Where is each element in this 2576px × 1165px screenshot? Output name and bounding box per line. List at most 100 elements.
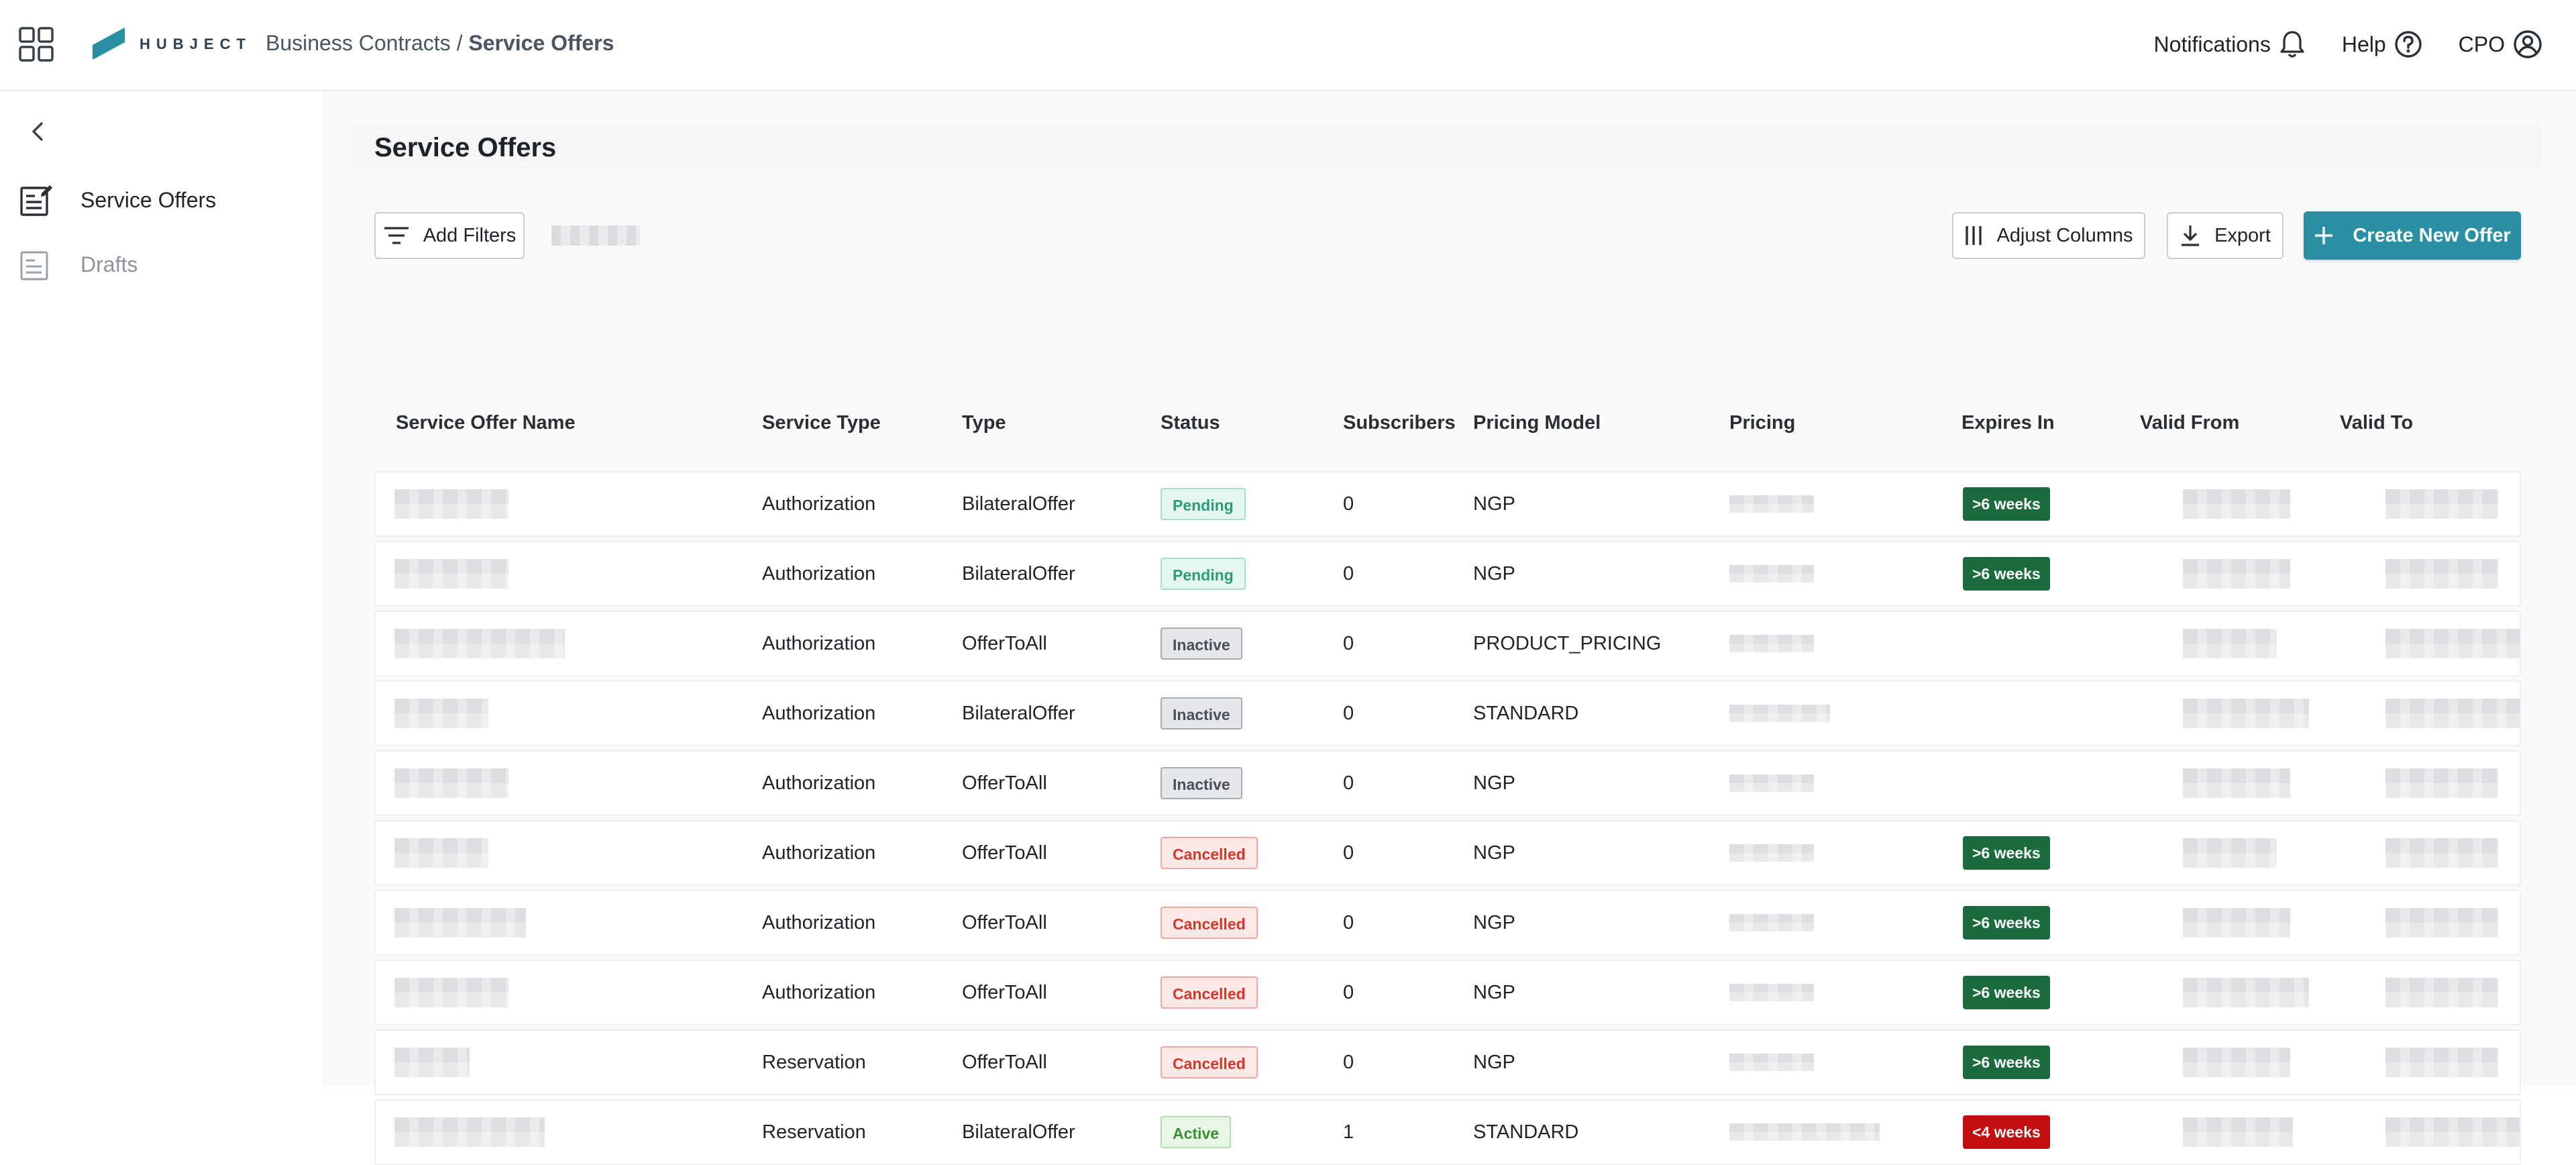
column-header-name[interactable]: Service Offer Name xyxy=(396,412,576,434)
valid-from-cell xyxy=(2183,612,2277,675)
column-header-expires-in[interactable]: Expires In xyxy=(1962,412,2055,434)
column-header-subscribers[interactable]: Subscribers xyxy=(1343,412,1456,434)
table-row[interactable]: Authorization OfferToAll Inactive 0 PRODUCT_… xyxy=(374,611,2521,676)
type-cell: OfferToAll xyxy=(962,772,1047,794)
column-header-valid-from[interactable]: Valid From xyxy=(2140,412,2240,434)
redacted-value xyxy=(1729,914,1814,931)
type-cell: BilateralOffer xyxy=(962,562,1075,585)
table-row[interactable]: Reservation BilateralOffer Active 1 STANDARD… xyxy=(374,1099,2521,1165)
redacted-value xyxy=(2385,978,2498,1007)
apps-grid-icon[interactable] xyxy=(19,27,54,62)
redacted-value xyxy=(2385,1048,2498,1077)
offer-name-cell xyxy=(394,1031,470,1094)
status-badge: Inactive xyxy=(1161,767,1242,799)
brand-name: HUBJECT xyxy=(140,36,252,52)
sidebar-item-drafts[interactable]: Drafts xyxy=(19,244,138,285)
pricing-model-cell: NGP xyxy=(1473,562,1515,585)
user-avatar-icon xyxy=(2514,30,2542,58)
user-menu-button[interactable]: CPO xyxy=(2459,30,2542,59)
collapse-sidebar-button[interactable] xyxy=(24,118,51,145)
column-header-valid-to[interactable]: Valid To xyxy=(2340,412,2414,434)
add-filters-button[interactable]: Add Filters xyxy=(374,212,525,259)
redacted-value xyxy=(2183,629,2277,658)
redacted-value xyxy=(2385,838,2498,868)
service-type-cell: Authorization xyxy=(762,493,876,515)
filter-icon xyxy=(384,227,409,244)
table-row[interactable]: Authorization OfferToAll Cancelled 0 NGP >6 w… xyxy=(374,890,2521,956)
table-row[interactable]: Reservation OfferToAll Cancelled 0 NGP >6 wee… xyxy=(374,1029,2521,1095)
column-header-type[interactable]: Type xyxy=(962,412,1006,434)
status-badge: Cancelled xyxy=(1161,837,1258,869)
redacted-value xyxy=(394,629,565,658)
service-type-cell: Authorization xyxy=(762,702,876,724)
status-cell: Cancelled xyxy=(1161,1031,1258,1094)
export-button[interactable]: Export xyxy=(2167,212,2284,259)
brand-logo[interactable]: HUBJECT xyxy=(93,24,252,64)
pricing-cell xyxy=(1729,472,1814,536)
column-header-pricing-model[interactable]: Pricing Model xyxy=(1473,412,1601,434)
type-cell: OfferToAll xyxy=(962,632,1047,654)
redacted-value xyxy=(1729,565,1814,582)
type-cell: BilateralOffer xyxy=(962,1121,1075,1143)
status-cell: Pending xyxy=(1161,472,1246,536)
type-cell: OfferToAll xyxy=(962,1051,1047,1073)
table-row[interactable]: Authorization BilateralOffer Pending 0 NGP >6… xyxy=(374,471,2521,537)
valid-to-cell xyxy=(2385,961,2498,1024)
user-label: CPO xyxy=(2458,32,2505,56)
service-type-cell: Authorization xyxy=(762,562,876,585)
pricing-model-cell: PRODUCT_PRICING xyxy=(1473,632,1662,654)
table-row[interactable]: Authorization BilateralOffer Inactive 0 STAN… xyxy=(374,680,2521,746)
export-label: Export xyxy=(2214,224,2271,246)
active-filter-chip[interactable] xyxy=(551,225,640,246)
expires-in-cell: >6 weeks xyxy=(1963,1031,2050,1094)
column-header-pricing[interactable]: Pricing xyxy=(1729,412,1796,434)
pricing-cell xyxy=(1729,961,1814,1024)
offer-name-cell xyxy=(394,612,565,675)
valid-from-cell xyxy=(2183,682,2309,745)
pricing-cell xyxy=(1729,612,1814,675)
breadcrumb-separator: / xyxy=(450,31,469,55)
create-new-offer-button[interactable]: Create New Offer xyxy=(2304,211,2521,260)
page-title-bar: Service Offers xyxy=(352,125,2541,170)
table-row[interactable]: Authorization OfferToAll Cancelled 0 NGP >6 w… xyxy=(374,960,2521,1025)
valid-to-cell xyxy=(2385,1101,2520,1164)
service-type-cell: Reservation xyxy=(762,1121,866,1143)
service-type-cell: Reservation xyxy=(762,1051,866,1073)
table-row[interactable]: Authorization BilateralOffer Pending 0 NGP >6… xyxy=(374,541,2521,607)
redacted-value xyxy=(394,489,508,519)
sidebar-item-service-offers[interactable]: Service Offers xyxy=(19,180,216,220)
plus-icon xyxy=(2315,227,2333,244)
redacted-value xyxy=(2183,699,2309,728)
offer-name-cell xyxy=(394,682,488,745)
adjust-columns-label: Adjust Columns xyxy=(1996,224,2133,246)
table-row[interactable]: Authorization OfferToAll Cancelled 0 NGP >6 w… xyxy=(374,820,2521,886)
subscribers-cell: 0 xyxy=(1343,493,1354,515)
status-cell: Cancelled xyxy=(1161,891,1258,954)
redacted-value xyxy=(2385,768,2498,798)
adjust-columns-button[interactable]: Adjust Columns xyxy=(1952,212,2145,259)
notifications-button[interactable]: Notifications xyxy=(2154,30,2306,59)
breadcrumb-parent[interactable]: Business Contracts xyxy=(266,31,451,55)
table-row[interactable]: Authorization OfferToAll Inactive 0 NGP xyxy=(374,750,2521,816)
status-badge: Cancelled xyxy=(1161,976,1258,1009)
pricing-cell xyxy=(1729,1031,1814,1094)
bell-icon xyxy=(2280,31,2304,58)
help-button[interactable]: Help xyxy=(2342,30,2422,58)
service-offers-icon xyxy=(20,185,52,216)
pricing-model-cell: NGP xyxy=(1473,842,1515,864)
offer-name-cell xyxy=(394,821,488,884)
redacted-value xyxy=(2183,1048,2290,1077)
type-cell: OfferToAll xyxy=(962,842,1047,864)
offer-name-cell xyxy=(394,752,508,815)
redacted-value xyxy=(1729,495,1814,513)
redacted-value xyxy=(394,978,508,1007)
status-cell: Active xyxy=(1161,1101,1232,1164)
top-header: HUBJECT Business Contracts / Service Off… xyxy=(0,0,2576,91)
redacted-value xyxy=(2183,559,2290,589)
pricing-cell xyxy=(1729,821,1814,884)
status-badge: Pending xyxy=(1161,488,1246,520)
valid-from-cell xyxy=(2183,542,2290,605)
column-header-service-type[interactable]: Service Type xyxy=(762,412,881,434)
column-header-status[interactable]: Status xyxy=(1161,412,1220,434)
help-icon xyxy=(2394,31,2422,58)
